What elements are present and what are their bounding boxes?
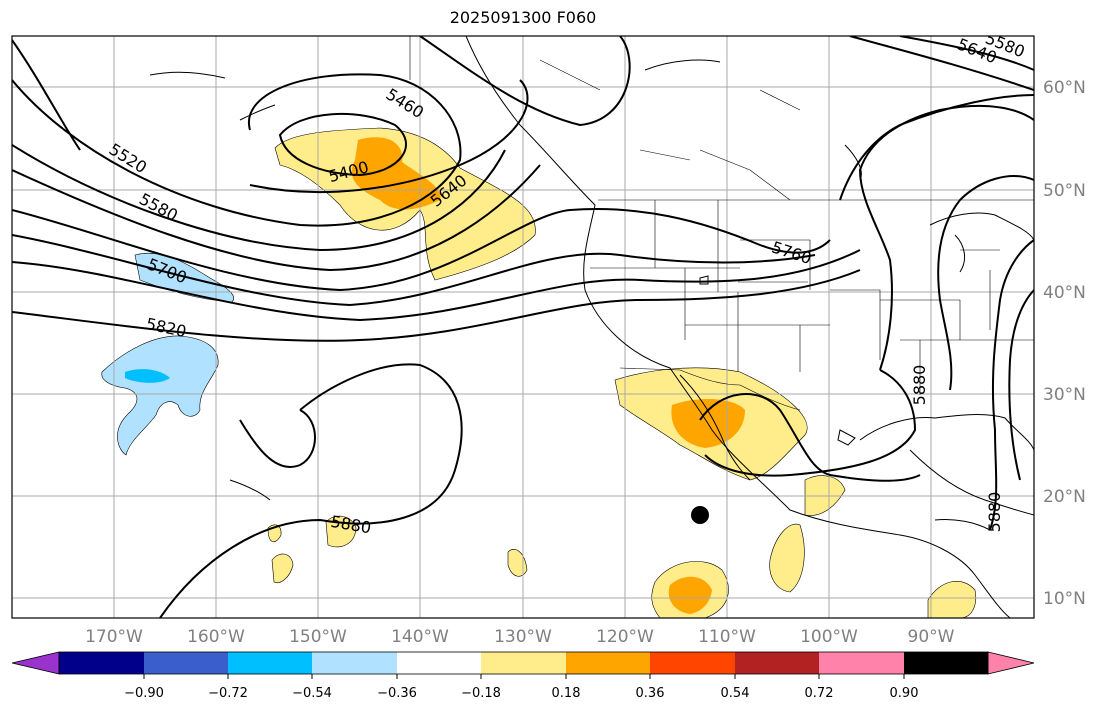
colorbar-tick-label: −0.36 <box>377 686 417 701</box>
latitude-labels: 60°N 50°N 40°N 30°N 20°N 10°N <box>1043 78 1086 609</box>
colorbar-segment <box>59 652 144 674</box>
colorbar-segment <box>481 652 566 674</box>
colorbar-tick-label: −0.72 <box>208 686 248 701</box>
lon-label: 130°W <box>494 627 552 647</box>
map-frame <box>11 35 1035 619</box>
colorbar-segment <box>144 652 228 674</box>
colorbar-extend-max <box>987 651 1035 675</box>
colorbar-tick-label: 0.54 <box>721 686 750 701</box>
colorbar-tick-label: 0.72 <box>805 686 834 701</box>
colorbar-tick-label: 0.36 <box>636 686 665 701</box>
contour-label: 5880 <box>985 492 1004 533</box>
lat-label: 10°N <box>1043 589 1086 609</box>
lon-label: 140°W <box>391 627 449 647</box>
map-area: 5460 5400 5520 5580 5640 5700 5820 5760 … <box>12 36 1034 618</box>
colorbar-extend-min <box>11 651 60 675</box>
colorbar-segment <box>312 652 397 674</box>
lon-label: 110°W <box>698 627 756 647</box>
colorbar-tick-label: −0.18 <box>461 686 501 701</box>
colorbar-tick-label: 0.90 <box>890 686 919 701</box>
colorbar-outline <box>58 651 989 675</box>
lon-label: 150°W <box>289 627 347 647</box>
lat-label: 50°N <box>1043 181 1086 201</box>
lat-label: 30°N <box>1043 385 1086 405</box>
colorbar-tick-label: −0.54 <box>292 686 332 701</box>
lat-label: 20°N <box>1043 487 1086 507</box>
lon-label: 90°W <box>908 627 955 647</box>
colorbar-tick-label: −0.90 <box>124 686 164 701</box>
lat-label: 40°N <box>1043 283 1086 303</box>
map-title: 2025091300 F060 <box>449 8 597 27</box>
lon-label: 120°W <box>596 627 654 647</box>
political-borders <box>409 36 1034 411</box>
colorbar-segment <box>819 652 904 674</box>
colorbar-segment <box>650 652 735 674</box>
lat-label: 60°N <box>1043 78 1086 98</box>
lon-label: 170°W <box>85 627 143 647</box>
colorbar-segment <box>904 652 988 674</box>
colorbar-segment <box>228 652 312 674</box>
colorbar-segment <box>397 652 481 674</box>
colorbar-segment <box>735 652 819 674</box>
storm-position-marker <box>691 506 709 524</box>
height-contours <box>12 36 1034 618</box>
longitude-labels: 170°W 160°W 150°W 140°W 130°W 120°W 110°… <box>85 627 955 647</box>
colorbar: −0.90 −0.72 −0.54 −0.36 −0.18 0.18 0.36 … <box>11 651 1035 701</box>
colorbar-segment <box>566 652 650 674</box>
contour-label: 5880 <box>910 365 929 406</box>
colorbar-tick-label: 0.18 <box>552 686 581 701</box>
lon-label: 100°W <box>800 627 858 647</box>
lon-label: 160°W <box>187 627 245 647</box>
